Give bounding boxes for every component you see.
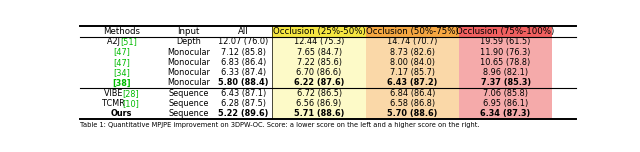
Text: [28]: [28] — [122, 89, 139, 98]
Text: Sequence: Sequence — [168, 99, 209, 108]
Text: 5.80 (88.4): 5.80 (88.4) — [218, 78, 268, 87]
Bar — [365, 67, 459, 78]
Text: 11.90 (76.3): 11.90 (76.3) — [481, 48, 531, 57]
Text: Sequence: Sequence — [168, 109, 209, 118]
Text: Monocular: Monocular — [167, 48, 210, 57]
Bar — [273, 26, 365, 37]
Text: 8.00 (84.0): 8.00 (84.0) — [390, 58, 435, 67]
Text: 14.74 (70.7): 14.74 (70.7) — [387, 37, 438, 46]
Text: 6.56 (86.9): 6.56 (86.9) — [296, 99, 342, 108]
Text: 6.58 (86.8): 6.58 (86.8) — [390, 99, 435, 108]
Text: 5.70 (88.6): 5.70 (88.6) — [387, 109, 438, 118]
Bar — [459, 26, 552, 37]
Bar — [459, 67, 552, 78]
Bar — [273, 57, 365, 67]
Text: 10.65 (78.8): 10.65 (78.8) — [481, 58, 531, 67]
Text: 7.65 (84.7): 7.65 (84.7) — [296, 48, 342, 57]
Text: [47]: [47] — [113, 48, 130, 57]
Text: 8.73 (82.6): 8.73 (82.6) — [390, 48, 435, 57]
Text: 5.71 (88.6): 5.71 (88.6) — [294, 109, 344, 118]
Bar — [273, 98, 365, 109]
Text: 19.59 (61.5): 19.59 (61.5) — [481, 37, 531, 46]
Bar — [459, 57, 552, 67]
Text: 7.12 (85.8): 7.12 (85.8) — [221, 48, 266, 57]
Text: Depth: Depth — [176, 37, 201, 46]
Text: [38]: [38] — [113, 78, 131, 87]
Text: [34]: [34] — [113, 68, 130, 77]
Bar — [273, 88, 365, 98]
Bar — [365, 98, 459, 109]
Text: Occlusion (75%-100%): Occlusion (75%-100%) — [456, 27, 555, 36]
Text: Monocular: Monocular — [167, 68, 210, 77]
Bar — [273, 109, 365, 119]
Text: 6.43 (87.2): 6.43 (87.2) — [387, 78, 438, 87]
Text: 6.95 (86.1): 6.95 (86.1) — [483, 99, 528, 108]
Text: 12.07 (76.0): 12.07 (76.0) — [218, 37, 268, 46]
Bar — [273, 37, 365, 47]
Text: Occlusion (25%-50%): Occlusion (25%-50%) — [273, 27, 365, 36]
Text: 5.22 (89.6): 5.22 (89.6) — [218, 109, 268, 118]
Bar — [273, 47, 365, 57]
Bar — [459, 37, 552, 47]
Bar — [273, 78, 365, 88]
Text: Occlusion (50%-75%): Occlusion (50%-75%) — [366, 27, 459, 36]
Text: Table 1: Quantitative MPJPE improvement on 3DPW-OC. Score: a lower score on the : Table 1: Quantitative MPJPE improvement … — [80, 122, 479, 128]
Text: 8.96 (82.1): 8.96 (82.1) — [483, 68, 528, 77]
Text: 6.22 (87.6): 6.22 (87.6) — [294, 78, 344, 87]
Text: [47]: [47] — [113, 58, 130, 67]
Bar — [459, 109, 552, 119]
Text: 6.34 (87.3): 6.34 (87.3) — [481, 109, 531, 118]
Bar — [459, 47, 552, 57]
Text: 6.33 (87.4): 6.33 (87.4) — [221, 68, 266, 77]
Text: 12.44 (75.3): 12.44 (75.3) — [294, 37, 344, 46]
Text: 7.06 (85.8): 7.06 (85.8) — [483, 89, 528, 98]
Text: 6.70 (86.6): 6.70 (86.6) — [296, 68, 342, 77]
Bar — [365, 47, 459, 57]
Text: Sequence: Sequence — [168, 89, 209, 98]
Bar — [365, 109, 459, 119]
Text: 7.37 (85.3): 7.37 (85.3) — [481, 78, 531, 87]
Text: Monocular: Monocular — [167, 78, 210, 87]
Text: VIBE: VIBE — [104, 89, 125, 98]
Text: 6.83 (86.4): 6.83 (86.4) — [221, 58, 266, 67]
Bar — [365, 78, 459, 88]
Text: Input: Input — [177, 27, 200, 36]
Bar — [365, 26, 459, 37]
Text: Methods: Methods — [103, 27, 140, 36]
Bar — [365, 57, 459, 67]
Text: 6.84 (86.4): 6.84 (86.4) — [390, 89, 435, 98]
Text: 7.22 (85.6): 7.22 (85.6) — [296, 58, 342, 67]
Text: [51]: [51] — [120, 37, 137, 46]
Text: Ours: Ours — [111, 109, 132, 118]
Bar — [459, 78, 552, 88]
Text: TCMR: TCMR — [102, 99, 127, 108]
Bar — [273, 67, 365, 78]
Text: [10]: [10] — [122, 99, 139, 108]
Bar — [459, 98, 552, 109]
Text: 6.28 (87.5): 6.28 (87.5) — [221, 99, 266, 108]
Text: 7.17 (85.7): 7.17 (85.7) — [390, 68, 435, 77]
Text: All: All — [238, 27, 248, 36]
Text: Monocular: Monocular — [167, 58, 210, 67]
Text: A2J: A2J — [107, 37, 122, 46]
Text: 6.43 (87.1): 6.43 (87.1) — [221, 89, 266, 98]
Text: 6.72 (86.5): 6.72 (86.5) — [296, 89, 342, 98]
Bar — [365, 37, 459, 47]
Bar — [365, 88, 459, 98]
Bar — [459, 88, 552, 98]
